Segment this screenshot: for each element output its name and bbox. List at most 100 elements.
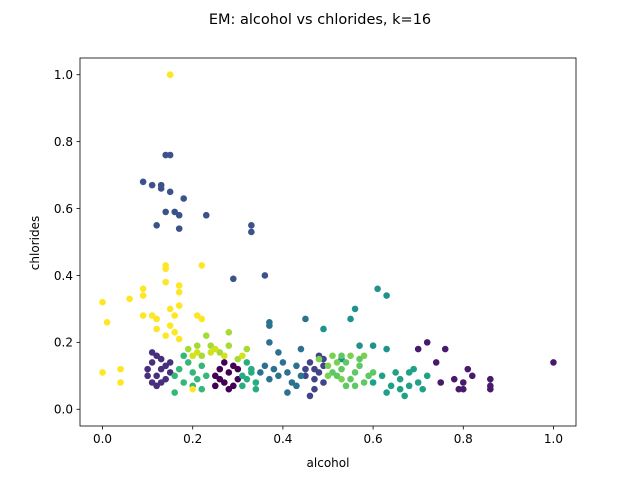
data-point: [139, 178, 147, 186]
data-point: [270, 365, 278, 373]
data-point: [216, 375, 224, 383]
data-point: [207, 349, 215, 356]
data-point: [338, 365, 345, 373]
data-point: [193, 342, 201, 350]
data-point: [401, 392, 408, 400]
data-point: [414, 345, 422, 353]
data-point: [252, 385, 260, 393]
data-point: [311, 375, 318, 383]
data-point: [459, 385, 467, 393]
data-point: [293, 362, 300, 370]
data-point: [171, 389, 178, 396]
data-point: [189, 352, 197, 360]
data-point: [198, 352, 206, 360]
data-point: [347, 352, 354, 360]
data-point: [252, 379, 260, 386]
data-point: [392, 369, 399, 376]
data-point: [175, 288, 183, 296]
data-point: [351, 305, 359, 313]
data-point: [383, 292, 390, 299]
data-point: [99, 369, 106, 376]
data-point: [225, 369, 233, 376]
data-point: [396, 385, 404, 393]
data-point: [324, 372, 332, 380]
x-tick-label: 0.6: [364, 432, 383, 446]
data-point: [184, 359, 192, 366]
x-tick-label: 0.4: [273, 432, 292, 446]
data-point: [275, 349, 282, 356]
data-point: [248, 369, 255, 376]
data-point: [347, 375, 354, 383]
data-point: [234, 355, 242, 363]
data-point: [230, 382, 237, 390]
data-point: [162, 208, 169, 216]
data-point: [139, 292, 147, 299]
x-tick-label: 0.8: [454, 432, 473, 446]
data-point: [351, 369, 359, 376]
data-point: [243, 359, 251, 366]
data-point: [239, 382, 246, 390]
data-point: [162, 362, 169, 370]
data-point: [148, 379, 156, 386]
data-point: [220, 359, 228, 366]
data-point: [297, 345, 305, 353]
data-point: [202, 332, 210, 339]
data-point: [306, 392, 314, 400]
data-point: [306, 359, 314, 366]
data-point: [284, 389, 291, 396]
data-point: [171, 312, 178, 319]
data-point: [315, 369, 323, 376]
data-point: [414, 379, 422, 386]
data-point: [225, 385, 233, 393]
points-layer: [99, 71, 557, 400]
data-point: [437, 379, 445, 386]
data-point: [248, 221, 255, 229]
y-tick-label: 1.0: [54, 68, 73, 82]
data-point: [211, 382, 219, 390]
data-point: [166, 359, 174, 366]
data-point: [148, 359, 156, 366]
data-point: [284, 369, 291, 376]
data-point: [302, 372, 309, 380]
data-point: [487, 375, 494, 383]
data-point: [360, 352, 368, 360]
data-point: [455, 385, 463, 393]
data-point: [383, 389, 390, 396]
data-point: [175, 365, 183, 373]
data-point: [297, 372, 305, 380]
data-point: [347, 315, 354, 323]
data-point: [338, 375, 345, 383]
data-point: [464, 365, 472, 373]
data-point: [369, 369, 377, 376]
y-tick-label: 0.0: [54, 403, 73, 417]
data-point: [266, 375, 273, 383]
data-point: [266, 322, 273, 329]
x-tick-label: 0.0: [93, 432, 112, 446]
data-point: [144, 372, 151, 380]
data-point: [356, 362, 363, 370]
data-point: [387, 382, 395, 390]
data-point: [193, 375, 201, 383]
data-point: [243, 345, 251, 353]
data-point: [211, 372, 219, 380]
data-point: [243, 375, 251, 383]
data-point: [148, 181, 156, 189]
data-point: [153, 352, 160, 360]
data-point: [166, 305, 174, 313]
data-point: [175, 335, 183, 343]
data-point: [189, 385, 197, 393]
x-tick-label: 0.2: [183, 432, 202, 446]
data-point: [450, 375, 458, 383]
data-point: [302, 365, 309, 373]
data-point: [311, 365, 318, 373]
data-point: [157, 365, 165, 373]
data-point: [126, 295, 133, 303]
data-point: [175, 211, 183, 219]
data-point: [423, 339, 431, 346]
data-point: [423, 372, 431, 380]
data-point: [320, 379, 327, 386]
data-point: [234, 375, 242, 383]
data-point: [360, 379, 368, 386]
data-point: [139, 312, 147, 319]
